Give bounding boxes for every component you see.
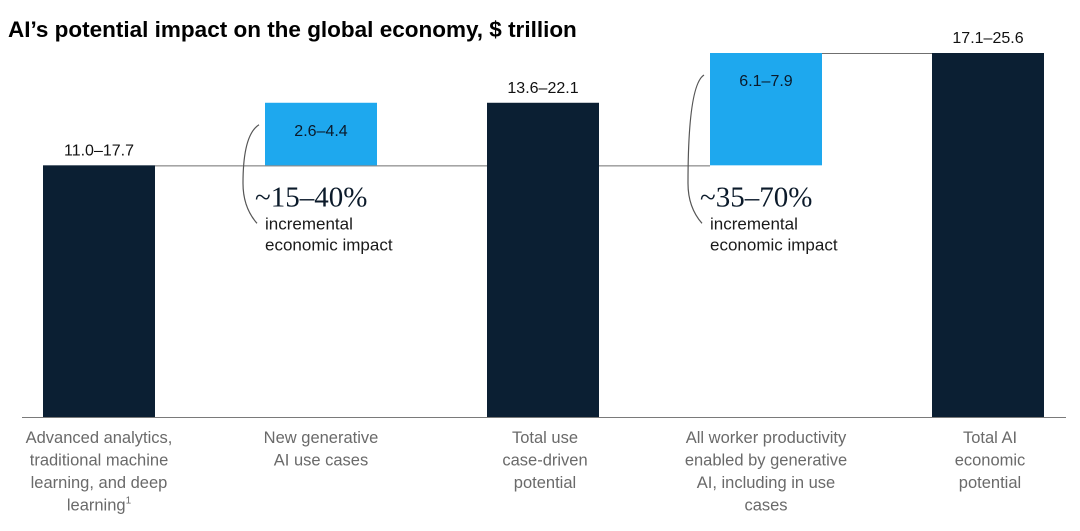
connector-lines: [155, 53, 932, 167]
impact-note: economic impact: [710, 235, 838, 254]
increment-bar: [265, 102, 377, 166]
impact-percent: ~35–70%: [700, 181, 812, 213]
category-label: New generative AI use cases: [264, 429, 379, 470]
category-labels: Advanced analytics, traditional machine le…: [26, 429, 1026, 515]
impact-note: economic impact: [265, 235, 393, 254]
category-label: Total AI economic potential: [955, 429, 1026, 492]
increment-bar: [710, 53, 822, 166]
total-bar: [43, 165, 155, 417]
bracket-icon: [242, 124, 260, 224]
bar-value-label: 17.1–25.6: [952, 30, 1023, 47]
value-labels: 11.0–17.7 2.6–4.4 13.6–22.1 6.1–7.9 17.1–25.…: [64, 30, 1024, 159]
bar-value-label: 11.0–17.7: [64, 142, 134, 159]
bar-value-label: 6.1–7.9: [739, 73, 792, 90]
category-label: All worker productivity enabled by genera…: [685, 429, 847, 515]
bar-value-label: 2.6–4.4: [294, 123, 347, 140]
impact-note: incremental: [710, 214, 798, 233]
impact-percent: ~15–40%: [255, 181, 367, 213]
category-label: Advanced analytics, traditional machine le…: [26, 429, 173, 515]
category-label: Total use case-driven potential: [502, 429, 587, 492]
chart-title: AI’s potential impact on the global econ…: [8, 17, 577, 42]
impact-note: incremental: [265, 214, 353, 233]
bar-value-label: 13.6–22.1: [507, 80, 578, 97]
bars-group: [43, 53, 1044, 417]
total-bar: [487, 102, 599, 417]
bracket-icon: [687, 74, 705, 224]
total-bar: [932, 53, 1044, 417]
